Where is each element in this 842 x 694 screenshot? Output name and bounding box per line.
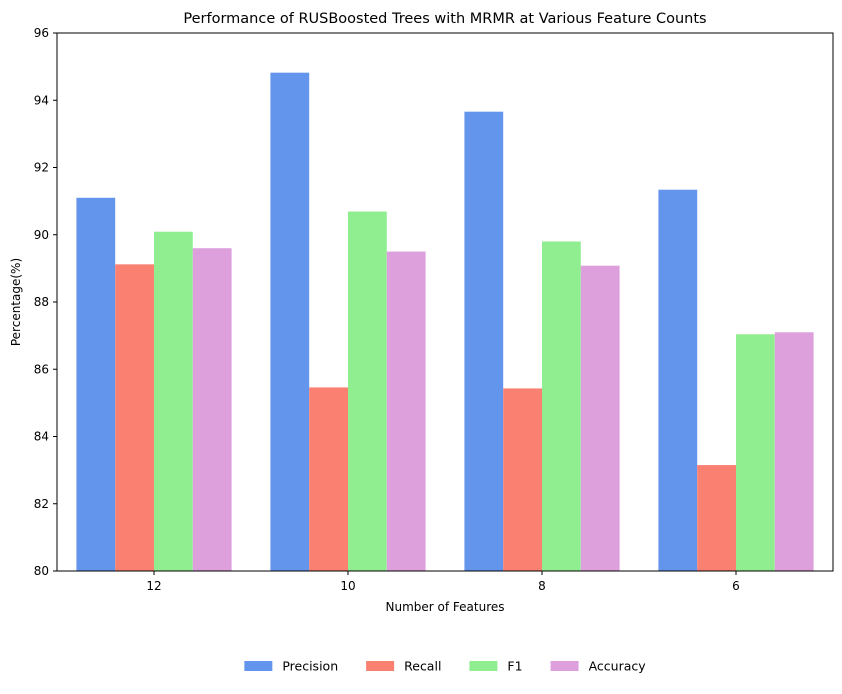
legend-label-recall: Recall (404, 659, 441, 674)
bar-f1-12 (154, 231, 193, 571)
bar-precision-10 (270, 72, 310, 572)
bar-precision-6 (658, 189, 698, 571)
x-tick-label: 10 (340, 579, 355, 593)
bar-recall-8 (503, 388, 542, 571)
bar-precision-8 (464, 111, 504, 572)
legend-swatch-f1 (469, 661, 498, 671)
x-tick-label: 12 (146, 579, 161, 593)
bar-recall-10 (309, 387, 348, 571)
legend-label-f1: F1 (507, 659, 522, 674)
bar-accuracy-10 (386, 251, 426, 571)
y-axis: 80 82 84 86 88 90 92 94 96 (34, 26, 57, 578)
legend-swatch-accuracy (550, 661, 579, 671)
y-tick-label: 94 (34, 93, 49, 107)
y-tick-label: 90 (34, 228, 49, 242)
bar-recall-12 (115, 264, 154, 571)
x-axis-label: Number of Features (386, 600, 505, 614)
bar-f1-8 (542, 241, 581, 571)
legend-label-accuracy: Accuracy (589, 659, 647, 674)
y-axis-label: Percentage(%) (9, 258, 23, 346)
x-tick-label: 6 (732, 579, 740, 593)
legend: Precision Recall F1 Accuracy (244, 659, 646, 674)
y-tick-label: 82 (34, 497, 49, 511)
bar-f1-6 (736, 334, 775, 571)
legend-label-precision: Precision (282, 659, 338, 674)
y-tick-label: 80 (34, 564, 49, 578)
bar-precision-12 (76, 197, 116, 571)
legend-swatch-recall (366, 661, 395, 671)
bar-recall-6 (697, 465, 736, 571)
y-tick-label: 92 (34, 161, 49, 175)
y-tick-label: 86 (34, 362, 49, 376)
chart-title: Performance of RUSBoosted Trees with MRM… (183, 11, 706, 27)
x-axis: 12 10 8 6 (146, 571, 740, 593)
y-tick-label: 88 (34, 295, 49, 309)
legend-swatch-precision (244, 661, 273, 671)
y-tick-label: 96 (34, 26, 49, 40)
bar-accuracy-12 (192, 248, 232, 571)
bar-f1-10 (348, 211, 387, 571)
bar-accuracy-6 (774, 332, 814, 571)
y-tick-label: 84 (34, 430, 49, 444)
bar-accuracy-8 (580, 265, 620, 571)
bars-group (76, 72, 814, 572)
x-tick-label: 8 (538, 579, 546, 593)
